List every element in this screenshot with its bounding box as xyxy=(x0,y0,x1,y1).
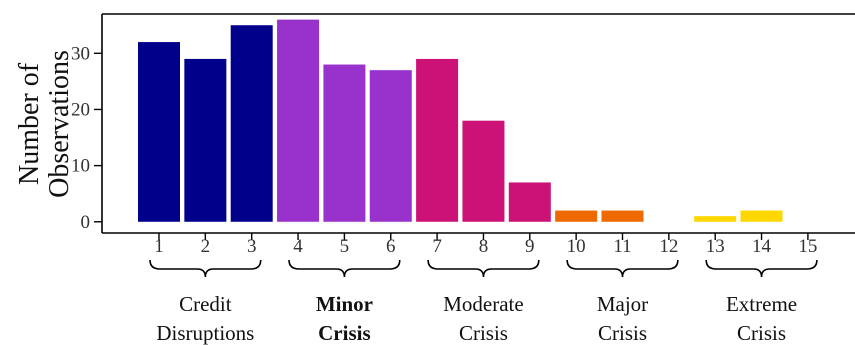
x-axis: 1 2 3 4 5 6 7 8 9 10 11 12 13 14 15 xyxy=(102,232,855,257)
y-axis-label: Number ofObservations xyxy=(14,50,75,198)
bar xyxy=(694,216,737,222)
group-brace xyxy=(288,259,401,278)
bar xyxy=(184,58,227,222)
x-tick-label: 2 xyxy=(201,236,211,257)
group-label: Moderate xyxy=(443,292,523,316)
group-label: Crisis xyxy=(318,321,371,345)
bar xyxy=(369,70,412,222)
group-label: Extreme xyxy=(726,292,797,316)
group-brace xyxy=(705,259,818,278)
group-label: Major xyxy=(597,292,648,316)
x-tick-label: 13 xyxy=(706,236,725,257)
x-tick-label: 10 xyxy=(567,236,586,257)
y-tick-label: 0 xyxy=(81,212,91,233)
x-tick-label: 7 xyxy=(432,236,442,257)
bar xyxy=(555,210,598,222)
bar xyxy=(740,210,783,222)
bar xyxy=(601,210,644,222)
x-tick-label: 15 xyxy=(798,236,817,257)
group-label: Crisis xyxy=(598,321,647,345)
y-tick-label: 30 xyxy=(71,43,90,64)
x-tick-label: 8 xyxy=(479,236,489,257)
bar xyxy=(138,42,180,222)
group-annotations: Credit Disruptions Minor Crisis Moderate Cris… xyxy=(149,259,818,345)
bar xyxy=(230,25,273,222)
x-tick-label: 11 xyxy=(613,236,631,257)
y-axis: 0 10 20 30 xyxy=(71,13,855,233)
y-axis-title-line: Observations xyxy=(44,50,75,198)
x-tick-label: 12 xyxy=(659,236,678,257)
group-label: Disruptions xyxy=(156,321,254,345)
y-tick-label: 20 xyxy=(71,99,90,120)
y-axis-title: Number ofObservations xyxy=(14,50,75,198)
group-brace xyxy=(566,259,679,278)
group-label: Minor xyxy=(316,292,373,316)
y-tick-label: 10 xyxy=(71,156,90,177)
bars xyxy=(138,19,783,222)
bar xyxy=(416,58,459,222)
x-tick-label: 3 xyxy=(247,236,257,257)
bar xyxy=(462,120,505,222)
x-tick-label: 14 xyxy=(752,236,772,257)
group-brace xyxy=(427,259,540,278)
group-label: Crisis xyxy=(459,321,508,345)
bar xyxy=(508,182,551,222)
group-brace xyxy=(149,259,262,278)
x-tick-label: 4 xyxy=(293,236,303,257)
group-label: Crisis xyxy=(737,321,786,345)
x-tick-label: 5 xyxy=(340,236,350,257)
x-tick-label: 9 xyxy=(525,236,535,257)
group-label: Credit xyxy=(179,292,232,316)
bar xyxy=(277,19,320,222)
x-tick-label: 6 xyxy=(386,236,396,257)
bar xyxy=(323,64,366,222)
x-tick-label: 1 xyxy=(154,236,164,257)
y-axis-title-line: Number of xyxy=(14,62,45,185)
